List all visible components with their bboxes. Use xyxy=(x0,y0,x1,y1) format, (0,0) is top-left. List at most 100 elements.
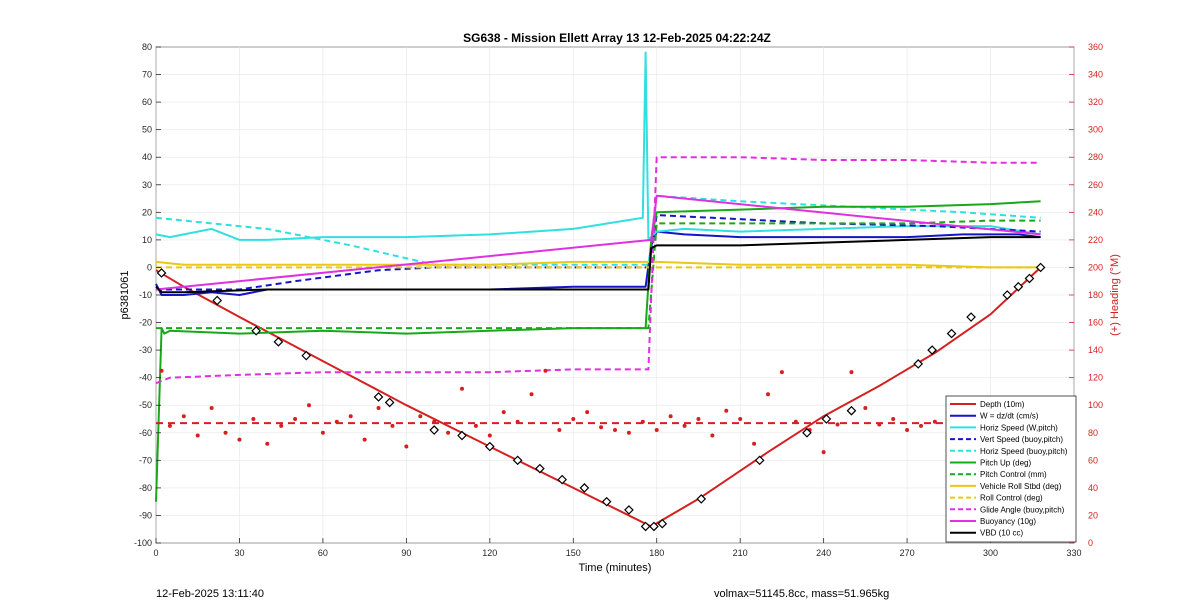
legend-entry: Pitch Control (mm) xyxy=(980,470,1047,479)
depth-marker xyxy=(601,496,612,507)
heading-point xyxy=(682,423,687,428)
x-tick-label: 210 xyxy=(733,548,748,558)
depth-marker xyxy=(212,295,223,306)
series-line xyxy=(155,236,1041,294)
heading-point xyxy=(279,423,284,428)
y-tick-label: -80 xyxy=(139,483,152,493)
y2-tick-label: 0 xyxy=(1088,538,1093,548)
heading-point xyxy=(529,392,534,397)
depth-marker xyxy=(624,505,634,515)
depth-marker xyxy=(657,518,668,529)
depth-markers xyxy=(156,262,1046,532)
heading-point xyxy=(585,410,590,415)
depth-marker xyxy=(251,325,261,336)
heading-point xyxy=(446,430,451,435)
series-line xyxy=(155,200,1041,502)
heading-point xyxy=(195,433,200,438)
legend-entry: Roll Control (deg) xyxy=(980,494,1043,503)
depth-marker xyxy=(373,392,384,402)
heading-point xyxy=(905,428,910,433)
y-tick-label: -100 xyxy=(134,538,152,548)
legend-entry: W = dz/dt (cm/s) xyxy=(980,412,1039,421)
heading-point xyxy=(752,441,757,446)
y2-tick-label: 340 xyxy=(1088,70,1103,80)
x-tick-label: 240 xyxy=(816,548,831,558)
heading-point xyxy=(710,433,715,438)
y-tick-label: -30 xyxy=(139,345,152,355)
heading-point xyxy=(432,419,437,424)
chart-title: SG638 - Mission Ellett Array 13 12-Feb-2… xyxy=(463,31,771,45)
y2-tick-label: 300 xyxy=(1088,125,1103,135)
y-tick-label: 40 xyxy=(142,152,152,162)
y-axis-label: p6381061 xyxy=(119,271,131,320)
y2-tick-label: 40 xyxy=(1088,483,1098,493)
heading-point xyxy=(793,419,798,424)
heading-point xyxy=(779,370,784,375)
heading-point xyxy=(766,392,770,397)
heading-point xyxy=(515,419,520,424)
legend-entry: Buoyancy (10g) xyxy=(980,517,1036,526)
y2-tick-label: 160 xyxy=(1088,318,1103,328)
legend-entry: Horiz Speed (W,pitch) xyxy=(980,423,1058,432)
depth-marker xyxy=(457,430,467,441)
depth-marker xyxy=(846,405,857,416)
x-tick-label: 300 xyxy=(983,548,998,558)
x-tick-label: 30 xyxy=(234,548,244,558)
heading-point xyxy=(376,405,381,410)
legend-box xyxy=(945,395,1077,543)
y-tick-label: -10 xyxy=(139,290,152,300)
heading-point xyxy=(348,414,353,419)
depth-marker xyxy=(696,494,707,504)
y-tick-label: -50 xyxy=(139,400,152,410)
heading-point xyxy=(237,437,242,442)
heading-point xyxy=(821,450,826,455)
depth-marker xyxy=(966,312,976,322)
heading-point xyxy=(599,425,604,430)
y2-tick-label: 180 xyxy=(1088,290,1103,300)
y2-tick-label: 100 xyxy=(1088,400,1103,410)
y2-tick-label: 280 xyxy=(1088,152,1103,162)
heading-point xyxy=(932,419,937,424)
depth-marker xyxy=(156,268,167,278)
heading-point xyxy=(654,428,659,433)
legend-entry: Horiz Speed (buoy,pitch) xyxy=(980,447,1068,456)
footer-stats: volmax=51145.8cc, mass=51.965kg xyxy=(714,588,890,600)
series-line xyxy=(156,219,1041,330)
heading-point xyxy=(668,414,673,419)
heading-point xyxy=(738,417,743,421)
heading-point xyxy=(362,437,367,442)
series-line xyxy=(155,260,1041,269)
y2-tick-label: 260 xyxy=(1088,180,1103,190)
heading-point xyxy=(613,428,617,433)
depth-marker xyxy=(821,414,832,424)
heading-point xyxy=(320,430,325,435)
x-tick-label: 60 xyxy=(318,548,328,558)
heading-point xyxy=(877,422,882,427)
heading-point xyxy=(404,444,409,449)
heading-point xyxy=(265,441,270,446)
heading-point xyxy=(696,417,701,421)
depth-marker xyxy=(579,483,590,493)
y-tick-label: 70 xyxy=(142,70,152,80)
axis-ticks: 0 30 60 90 120 150 180 210 240 270 300 330-100-90-8… xyxy=(134,42,1103,558)
y-tick-label: -70 xyxy=(139,455,152,465)
legend-entry: Pitch Up (deg) xyxy=(980,459,1031,468)
legend-entry: Glide Angle (buoy,pitch) xyxy=(980,505,1065,514)
y2-tick-label: 360 xyxy=(1088,42,1103,52)
legend-entry: VBD (10 cc) xyxy=(980,529,1023,538)
depth-marker xyxy=(913,359,924,369)
y2-tick-label: 80 xyxy=(1088,428,1098,438)
x-tick-label: 0 xyxy=(153,548,158,558)
legend-entry: Vehicle Roll Stbd (deg) xyxy=(980,482,1062,491)
heading-point xyxy=(919,423,923,428)
depth-marker xyxy=(557,474,567,485)
legend: Depth (10m) W = dz/dt (cm/s) Horiz Speed (… xyxy=(945,395,1077,543)
series-line xyxy=(155,194,1041,291)
depth-marker xyxy=(429,425,440,435)
depth-marker xyxy=(384,397,395,408)
x-tick-label: 180 xyxy=(649,548,664,558)
legend-entry: Depth (10m) xyxy=(980,400,1025,409)
y-tick-label: 80 xyxy=(142,42,152,52)
depth-marker xyxy=(946,328,957,339)
